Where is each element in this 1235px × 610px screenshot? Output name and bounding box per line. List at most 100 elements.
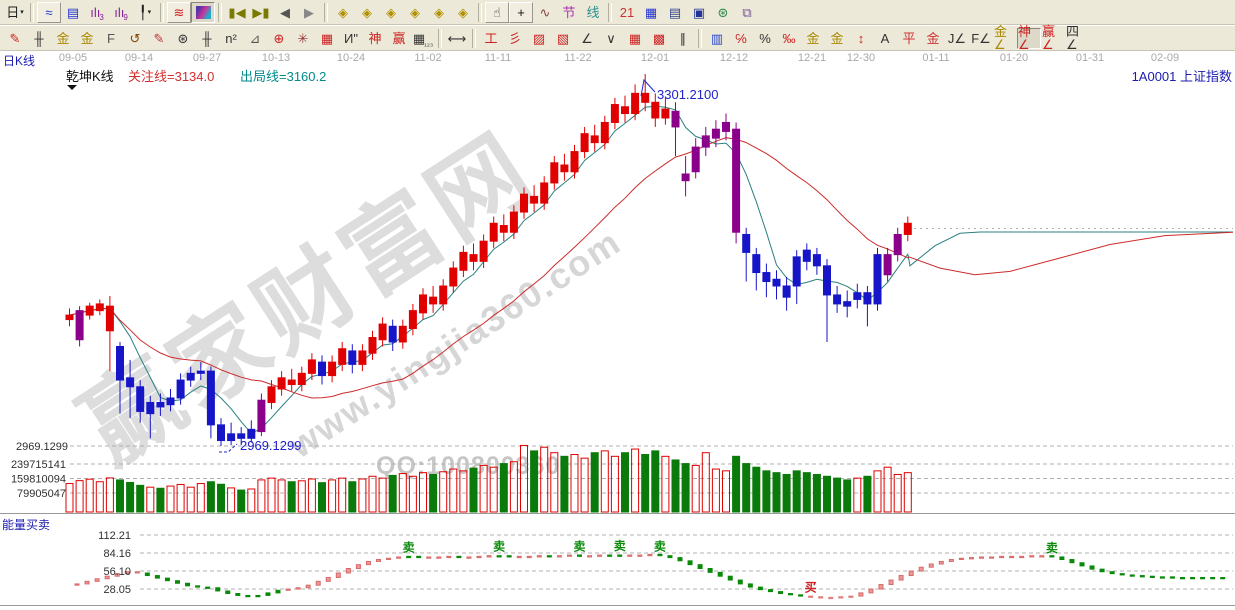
- a-channel-icon[interactable]: 平: [902, 30, 916, 46]
- compass-tool-icon[interactable]: ⊛: [177, 30, 189, 46]
- pct-cut-icon[interactable]: ℅: [735, 30, 747, 46]
- gold-slash-icon[interactable]: 金∠: [994, 24, 1008, 52]
- hash-grid-icon[interactable]: ╫: [202, 30, 212, 46]
- ying-slash-icon[interactable]: 赢∠: [1042, 24, 1056, 52]
- gold-circle-icon[interactable]: 金: [806, 30, 820, 46]
- calculator-icon[interactable]: ▦: [644, 4, 658, 20]
- export-web-icon[interactable]: ⊛: [717, 4, 729, 20]
- info-panel-icon[interactable]: ▤: [66, 4, 80, 20]
- ma-long-line: [69, 137, 1234, 399]
- parallel-tool-icon[interactable]: ∥: [679, 30, 687, 46]
- signal-marker-sell: 卖: [614, 538, 626, 553]
- j-slash-icon[interactable]: J∠: [947, 30, 967, 46]
- shaded-box-a-icon[interactable]: ▨: [532, 30, 546, 46]
- date-tick-label: 09-27: [193, 52, 221, 64]
- chart-9min-icon[interactable]: ılı 9: [114, 4, 128, 22]
- mirror-tool-icon[interactable]: ⊿: [249, 30, 261, 46]
- volume-axis-label: 239715141: [11, 459, 66, 471]
- check-tool-icon[interactable]: ∨: [606, 30, 616, 46]
- pen-tool-icon[interactable]: ✎: [9, 30, 21, 46]
- text-pen-icon[interactable]: ✎: [153, 30, 165, 46]
- period-day-dropdown[interactable]: 日 ▾: [6, 4, 24, 20]
- permille-icon[interactable]: ‰: [782, 30, 796, 46]
- angle-tool-icon[interactable]: ∠: [581, 30, 593, 46]
- date-tick-label: 11-02: [414, 52, 441, 64]
- si-slash-icon[interactable]: 四∠: [1066, 24, 1080, 52]
- date-tick-label: 01-20: [1000, 52, 1028, 64]
- f-slash-icon[interactable]: F∠: [971, 30, 991, 46]
- a-lines-icon[interactable]: A: [880, 30, 890, 46]
- diamond-scroll-left-icon[interactable]: ◈: [338, 4, 348, 20]
- date-tick-label: 01-11: [922, 52, 949, 64]
- star-tool-icon[interactable]: ✳: [297, 30, 309, 46]
- pan-hand-icon[interactable]: ☝: [485, 1, 509, 23]
- gann-frame-icon[interactable]: 工: [484, 30, 498, 46]
- overlay-title-qiankun[interactable]: 乾坤K线: [66, 69, 114, 84]
- shen-slash-icon[interactable]: 神∠: [1017, 25, 1041, 51]
- notepad-icon[interactable]: ▤: [668, 4, 682, 20]
- ruler-123-icon[interactable]: ▦ ₁₂₃: [412, 30, 434, 48]
- diamond-compress-icon[interactable]: ◈: [410, 4, 420, 20]
- grid-box-a-icon[interactable]: ▦: [628, 30, 642, 46]
- qiankun-kline-icon[interactable]: ≋: [167, 1, 191, 23]
- calendar-icon[interactable]: 21: [619, 4, 635, 20]
- date-tick-label: 02-09: [1151, 52, 1179, 64]
- diamond-expand-icon[interactable]: ◈: [386, 4, 396, 20]
- export-pc-icon[interactable]: ⧉: [742, 4, 752, 20]
- date-tick-label: 10-24: [337, 52, 365, 64]
- n-squared-icon[interactable]: n²: [225, 30, 237, 46]
- grid-box-b-icon[interactable]: ▩: [652, 30, 666, 46]
- ying-grid-icon[interactable]: 赢: [392, 30, 406, 46]
- qiankun-dropdown-arrow-icon[interactable]: [67, 85, 77, 90]
- width-measure-icon[interactable]: ⟷: [447, 30, 467, 46]
- first-page-icon[interactable]: ▮◀: [228, 4, 246, 20]
- toolbar-separator: [478, 2, 482, 22]
- red-grid-box-icon[interactable]: ▦: [320, 30, 334, 46]
- ray-fan-icon[interactable]: 彡: [508, 30, 522, 46]
- gann-grid-icon[interactable]: ╫: [34, 30, 44, 46]
- last-page-icon[interactable]: ▶▮: [252, 4, 270, 20]
- indicator-axis-label: 56.10: [103, 566, 131, 578]
- low-price-axis-label: 2969.1299: [16, 441, 68, 453]
- indicator-axis-label: 112.21: [98, 530, 131, 542]
- prev-icon[interactable]: ◀: [280, 4, 290, 20]
- f-grid-icon[interactable]: F: [107, 30, 115, 46]
- diamond-scroll-right-icon[interactable]: ◈: [362, 4, 372, 20]
- k-prime-icon[interactable]: И": [344, 30, 358, 46]
- gold-channel-icon[interactable]: 金: [926, 30, 940, 46]
- attention-line-label: 关注线=3134.0: [128, 69, 214, 84]
- shen-grid-icon[interactable]: 神: [368, 30, 382, 46]
- toolbar-separator: [160, 2, 164, 22]
- spiral-tool-icon[interactable]: ↺: [129, 30, 141, 46]
- toolbar-separator: [472, 28, 476, 48]
- indicator-axis-label: 84.16: [103, 548, 131, 560]
- gold-lines-icon[interactable]: 金: [830, 30, 844, 46]
- signal-marker-sell: 卖: [573, 539, 585, 554]
- candle-style-dropdown[interactable]: ╿ ▾: [138, 4, 152, 20]
- festival-icon[interactable]: 节: [562, 4, 576, 20]
- diamond-fit-icon[interactable]: ◈: [434, 4, 444, 20]
- lines-icon[interactable]: 线: [586, 4, 600, 20]
- toolbar-separator: [698, 28, 702, 48]
- signal-marker-sell: 卖: [493, 539, 505, 554]
- compare-bars-icon[interactable]: ▥: [710, 30, 724, 46]
- diamond-full-icon[interactable]: ◈: [458, 4, 468, 20]
- crosshair-icon[interactable]: +: [509, 1, 533, 23]
- percent-icon[interactable]: %: [759, 30, 771, 46]
- chart-3min-icon[interactable]: ılı 3: [90, 4, 104, 22]
- target-tool-icon[interactable]: ⊕: [273, 30, 285, 46]
- chart-labels: 09-05 09-14 09-27 10-13 10-24 11-02 11-11 11-22…: [2, 52, 1232, 596]
- gold-grid-b-icon[interactable]: 金: [80, 30, 94, 46]
- kline-wave-icon[interactable]: ≈: [37, 1, 61, 23]
- date-tick-label: 12-21: [798, 52, 826, 64]
- shaded-box-b-icon[interactable]: ▧: [556, 30, 570, 46]
- color-chart-icon[interactable]: [191, 1, 215, 23]
- date-tick-label: 12-30: [847, 52, 875, 64]
- save-icon[interactable]: ▣: [692, 4, 706, 20]
- next-icon[interactable]: ▶: [304, 4, 314, 20]
- trendline-icon[interactable]: ∿: [539, 4, 551, 20]
- gold-grid-a-icon[interactable]: 金: [56, 30, 70, 46]
- updown-arrow-icon[interactable]: ↕: [857, 30, 865, 46]
